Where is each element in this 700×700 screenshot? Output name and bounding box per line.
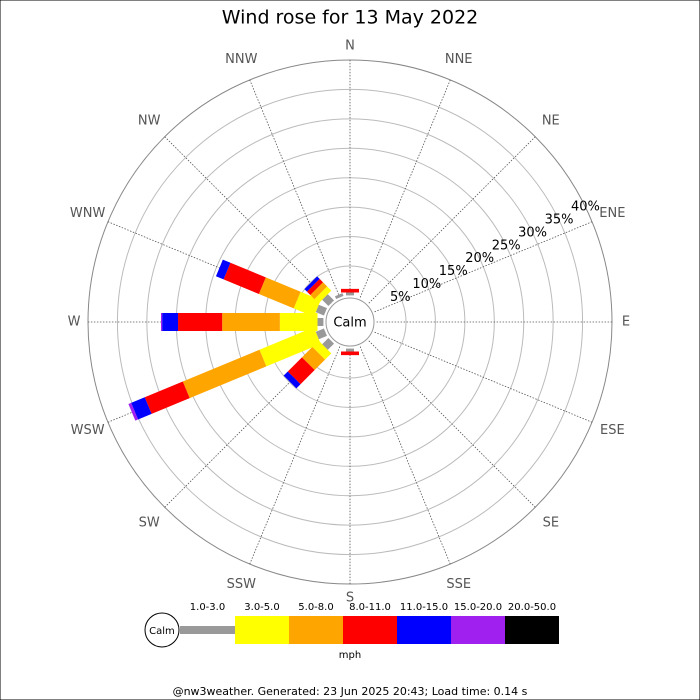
legend-label: 20.0-50.0 [508,602,556,613]
legend-label: 8.0-11.0 [349,602,391,613]
legend-label: 11.0-15.0 [400,602,448,613]
bar-segment [160,313,163,331]
direction-label: SW [139,515,160,530]
direction-label: ENE [599,206,625,221]
legend-swatch [451,616,505,644]
footer: @nw3weather. Generated: 23 Jun 2025 20:4… [173,685,528,698]
direction-label: NNW [225,52,257,67]
legend-swatch [235,616,289,644]
bar-segment [287,357,315,385]
spoke [164,136,332,304]
direction-label: SE [543,515,559,530]
bar-segment [341,288,359,293]
legend-label: 5.0-8.0 [298,602,333,613]
chart-title: Wind rose for 13 May 2022 [222,7,479,29]
legend-swatch [343,616,397,644]
legend-swatch [505,616,559,644]
bar-segment [304,276,320,292]
bar-segment [322,337,335,350]
legend-label: 3.0-5.0 [244,602,279,613]
spoke [374,331,593,423]
bar-segment [279,313,318,331]
bar-segment [128,402,139,421]
direction-label: WNW [70,206,106,221]
bar-segment [310,282,328,300]
spoke [368,136,536,304]
bar-segment [222,313,280,331]
ring-labels: 5%10%15%20%25%30%35%40%NNNENEENEEESESESS… [68,39,631,606]
bar-segment [131,397,152,420]
bar-segment [301,346,326,371]
legend-label: 15.0-20.0 [454,602,502,613]
bar-segment [259,327,321,367]
bar-segment [315,328,327,340]
direction-label: NE [542,114,560,129]
legend: Calm mph 1.0-3.0 3.0-5.0 5.0-8.0 8.0-11.0 11… [144,602,559,661]
grid-ring [146,118,554,526]
ring-label: 30% [518,225,547,240]
bar-segment [215,259,231,280]
bar-segment [306,278,323,295]
ring-label: 40% [571,200,600,215]
legend-swatch [397,616,451,644]
direction-label: SSW [227,577,257,592]
direction-label: WSW [71,423,105,438]
ring-label: 15% [439,264,468,279]
bar-segment [322,294,335,307]
ring-label: 35% [545,213,574,228]
direction-label: SSE [446,577,471,592]
bar-segment [182,349,267,399]
spoke [359,346,451,565]
legend-calm-circle [144,612,180,648]
bar-segment [341,351,359,356]
bar-segment [223,262,266,295]
direction-label: ESE [600,423,625,438]
bar-segment [258,277,301,309]
calm-circle [325,297,375,347]
legend-calm-label: Calm [149,626,175,637]
direction-label: W [68,315,81,330]
bar-segment [178,313,223,331]
ring-label: 5% [390,290,411,305]
grid [87,59,613,585]
bar-segment [144,381,190,414]
legend-label: 1.0-3.0 [190,602,225,613]
bar-segment [346,348,354,352]
legend-swatch [289,616,343,644]
direction-label: S [346,591,354,606]
bar-segment [162,313,179,331]
direction-label: N [345,39,355,54]
bar-segment [314,286,332,304]
ring-label: 20% [465,251,494,266]
grid-ring [116,88,584,556]
spoke [249,79,341,298]
ring-label: 25% [492,238,521,253]
direction-label: NW [138,114,161,129]
bar-segment [315,304,327,316]
spoke [359,79,451,298]
spoke [374,221,593,313]
legend-unit: mph [339,650,361,661]
spoke [249,346,341,565]
bar-segment [283,371,301,389]
calm-label: Calm [333,316,366,331]
bar-segment [312,340,332,360]
direction-label: NNE [445,52,473,67]
bar-segment [334,293,344,299]
direction-label: E [622,315,630,330]
bars [128,259,379,421]
bar-segment [346,292,354,296]
bar-segment [317,318,324,326]
legend-swatch [180,626,235,634]
ring-label: 10% [412,277,441,292]
spoke [368,340,536,508]
